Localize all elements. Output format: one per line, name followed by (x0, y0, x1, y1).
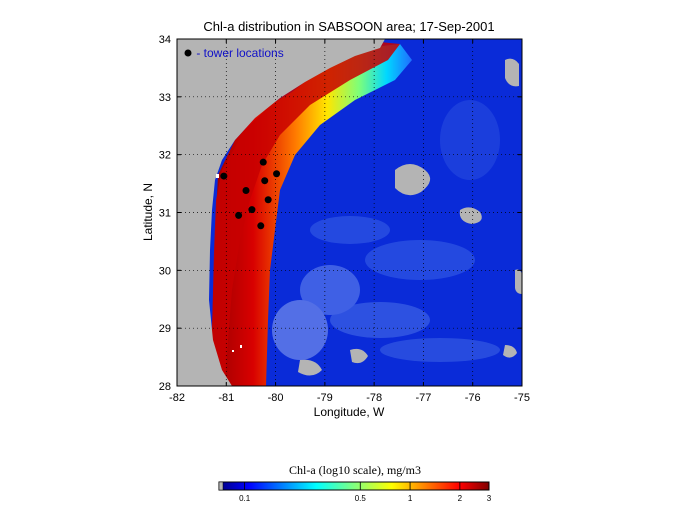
y-axis-label: Latitude, N (141, 183, 155, 241)
nearshore-high-chl (212, 42, 400, 386)
x-tick-labels: -82 -81 -80 -79 -78 -77 -76 -75 (169, 392, 530, 404)
tower-marker (235, 211, 243, 219)
tower-marker (220, 172, 228, 180)
tower-marker (273, 170, 281, 178)
x-tick-label: -80 (268, 392, 284, 404)
y-tick-label: 29 (159, 323, 171, 335)
x-tick-label: -77 (415, 392, 431, 404)
y-tick-label: 31 (159, 208, 171, 220)
colorbar-tick-label: 0.1 (239, 494, 251, 503)
y-tick-label: 28 (159, 381, 171, 393)
colorbar-tick-label: 0.5 (355, 494, 367, 503)
y-tick-label: 30 (159, 265, 171, 277)
y-tick-label: 32 (159, 150, 171, 162)
colorbar-missing-swatch (218, 481, 224, 491)
map-title: Chl-a distribution in SABSOON area; 17-S… (203, 19, 494, 34)
colorbar-tick-label: 3 (487, 494, 492, 503)
tower-marker (257, 222, 265, 230)
coastal-specks (216, 174, 242, 352)
legend-marker-icon (184, 49, 192, 57)
colorbar-title: Chl-a (log10 scale), mg/m3 (289, 463, 421, 477)
x-tick-label: -82 (169, 392, 185, 404)
x-tick-label: -75 (514, 392, 530, 404)
tower-marker (242, 187, 250, 195)
tower-marker (261, 177, 269, 185)
axes-frame (176, 38, 523, 387)
cloud-mask (298, 58, 522, 376)
colorbar-ticks: 0.1 0.5 1 2 3 (239, 482, 492, 503)
legend-label: - tower locations (193, 46, 284, 60)
land (177, 39, 385, 386)
tower-marker (264, 196, 272, 204)
x-tick-label: -78 (366, 392, 382, 404)
x-tick-label: -76 (465, 392, 481, 404)
tower-markers (220, 158, 281, 230)
colorbar-tick-label: 2 (458, 494, 463, 503)
tower-marker (259, 158, 267, 166)
y-tick-label: 34 (159, 34, 171, 46)
colorbar (218, 481, 490, 491)
y-tick-label: 33 (159, 92, 171, 104)
tower-marker (248, 206, 256, 214)
x-tick-label: -81 (218, 392, 234, 404)
legend: - tower locations (184, 46, 284, 60)
colorbar-tick-label: 1 (408, 494, 413, 503)
x-tick-label: -79 (317, 392, 333, 404)
offshore-texture (272, 100, 500, 362)
x-axis-label: Longitude, W (314, 405, 385, 419)
y-tick-labels: 28 29 30 31 32 33 34 (159, 34, 171, 393)
